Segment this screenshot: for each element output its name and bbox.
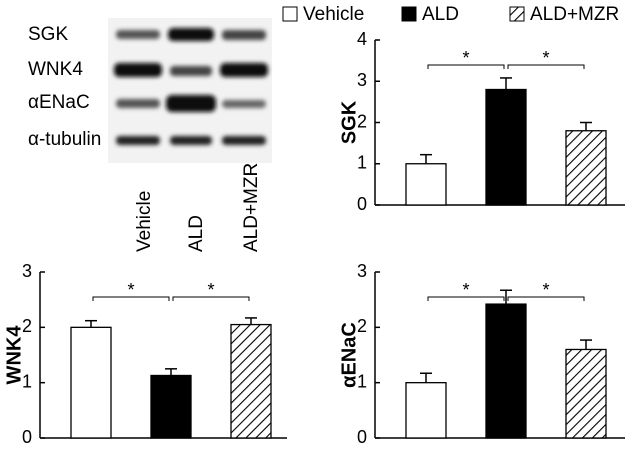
blot-row-label: αENaC	[28, 92, 90, 113]
blot-row-label: WNK4	[28, 59, 83, 80]
y-tick-label: 2	[357, 316, 367, 336]
bar	[485, 303, 527, 439]
significance-label: *	[462, 48, 469, 68]
bar	[565, 348, 607, 439]
y-tick-label: 1	[22, 371, 32, 391]
legend-swatch	[509, 6, 525, 22]
legend-label: ALD+MZR	[530, 4, 619, 25]
y-tick-label: 0	[22, 427, 32, 447]
significance-bracket	[427, 64, 505, 69]
legend-label: ALD	[422, 4, 459, 25]
y-tick-label: 0	[357, 427, 367, 447]
bar	[230, 323, 272, 439]
significance-label: *	[207, 280, 214, 300]
significance-label: *	[462, 280, 469, 300]
y-tick-label: 3	[357, 70, 367, 90]
significance-bracket	[507, 64, 585, 69]
y-axis-label: αENaC	[338, 322, 360, 388]
blot-row-label: SGK	[28, 24, 68, 45]
bar	[485, 88, 527, 206]
y-axis-label: WNK4	[3, 325, 25, 385]
blot-row-label: α-tubulin	[28, 129, 101, 150]
significance-label: *	[542, 280, 549, 300]
bar	[405, 382, 447, 439]
bar	[70, 326, 112, 439]
y-axis-label: SGK	[338, 100, 360, 144]
blot-lane-label: Vehicle	[134, 191, 155, 252]
legend-swatch	[282, 6, 298, 22]
y-tick-label: 4	[357, 29, 367, 49]
y-tick-label: 2	[22, 316, 32, 336]
significance-bracket	[507, 296, 585, 301]
y-tick-label: 2	[357, 111, 367, 131]
y-tick-label: 3	[22, 261, 32, 281]
bar	[150, 374, 192, 439]
bar	[405, 163, 447, 206]
blot-lane-label: ALD+MZR	[241, 163, 262, 252]
significance-bracket	[92, 296, 170, 301]
significance-label: *	[127, 280, 134, 300]
blot-image	[108, 18, 272, 163]
significance-bracket	[427, 296, 505, 301]
y-tick-label: 1	[357, 153, 367, 173]
y-tick-label: 3	[357, 261, 367, 281]
blot-lane-label: ALD	[186, 215, 207, 252]
y-tick-label: 1	[357, 371, 367, 391]
y-tick-label: 0	[357, 194, 367, 214]
legend-label: Vehicle	[303, 4, 364, 25]
significance-bracket	[172, 296, 250, 301]
legend-swatch	[401, 6, 417, 22]
significance-label: *	[542, 48, 549, 68]
bar	[565, 130, 607, 206]
